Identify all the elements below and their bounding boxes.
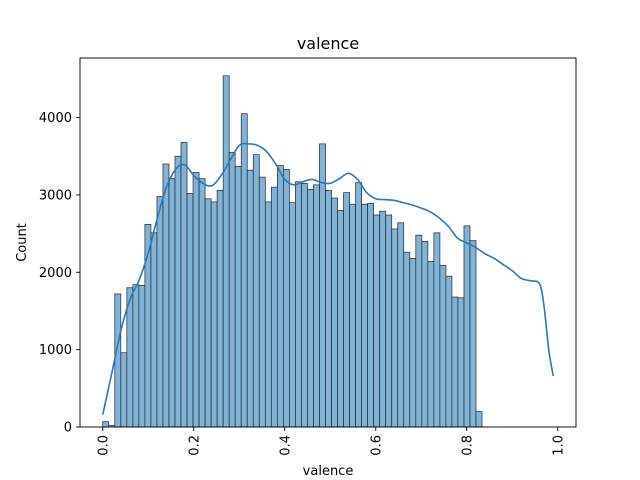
histogram-bar: [337, 210, 344, 428]
histogram-bar: [301, 182, 308, 428]
histogram-bar: [439, 264, 447, 428]
chart-title: valence: [297, 34, 359, 53]
histogram-bar: [246, 169, 254, 428]
histogram-bar: [451, 296, 459, 428]
histogram-bar: [114, 293, 122, 428]
histogram-bar: [162, 163, 170, 428]
x-tick-label: 0.8: [460, 435, 475, 456]
x-tick-label: 0.6: [369, 435, 384, 456]
plot-frame: [79, 57, 577, 428]
histogram-bar: [397, 222, 405, 428]
x-tick-label: 0.2: [187, 435, 202, 456]
y-axis: 0 1000 2000 3000 4000: [39, 111, 80, 436]
x-axis-label: valence: [303, 464, 354, 479]
histogram-bar: [457, 297, 465, 428]
histogram-bars: [102, 75, 483, 428]
histogram-bar: [475, 411, 483, 428]
histogram-bar: [222, 75, 230, 428]
histogram-bar: [180, 141, 188, 428]
histogram-bar: [361, 203, 368, 428]
x-axis: 0.0 0.2 0.4 0.6 0.8 1.0: [96, 427, 566, 456]
y-tick-label: 1000: [39, 343, 72, 358]
x-tick-label: 0.0: [96, 435, 111, 456]
histogram-bar: [469, 240, 477, 428]
histogram-bar: [258, 176, 266, 428]
y-tick-label: 0: [64, 421, 72, 436]
histogram-bar: [210, 201, 218, 428]
y-tick-label: 3000: [39, 188, 72, 203]
histogram-bar: [409, 258, 417, 428]
histogram-bar: [433, 232, 441, 428]
x-tick-label: 0.4: [278, 435, 293, 456]
y-axis-label: Count: [15, 223, 30, 262]
histogram-bar: [204, 198, 212, 428]
histogram-bar: [349, 203, 356, 428]
x-tick-label: 1.0: [551, 435, 566, 456]
histogram-bar: [198, 178, 206, 428]
histogram-bar: [276, 165, 284, 428]
kde-curve: [101, 142, 555, 415]
histogram-bar: [138, 285, 146, 428]
histogram-bar: [240, 113, 248, 428]
histogram-bar: [319, 143, 326, 428]
histogram-bar: [391, 228, 399, 428]
histogram-bar: [192, 172, 200, 428]
histogram-bar: [313, 184, 320, 428]
histogram-bar: [367, 203, 375, 428]
histogram-bar: [168, 178, 176, 428]
y-tick-label: 2000: [39, 266, 72, 281]
histogram-bar: [325, 189, 332, 428]
histogram-bar: [216, 189, 224, 428]
histogram-bar: [355, 182, 362, 428]
histogram-bar: [156, 196, 164, 428]
histogram-bar: [150, 232, 158, 428]
histogram-bar: [463, 225, 471, 428]
histogram-bar: [427, 261, 435, 428]
histogram-bar: [385, 214, 393, 428]
histogram-bar: [252, 154, 260, 428]
histogram-bar: [120, 352, 128, 428]
histogram-bar: [264, 201, 272, 428]
histogram-bar: [331, 197, 338, 428]
histogram-bar: [403, 251, 411, 428]
histogram-bar: [445, 275, 453, 428]
histogram-bar: [379, 210, 387, 428]
histogram-bar: [270, 186, 278, 428]
histogram-bar: [421, 240, 429, 428]
histogram-bar: [307, 189, 314, 428]
histogram-bar: [234, 165, 242, 428]
histogram-bar: [373, 214, 381, 428]
y-tick-label: 4000: [39, 111, 72, 126]
histogram-bar: [174, 155, 182, 428]
histogram-bar: [186, 193, 194, 428]
histogram-bar: [343, 192, 350, 428]
histogram-bar: [295, 181, 302, 428]
histogram-bar: [102, 421, 110, 428]
histogram-bar: [228, 152, 236, 428]
histogram-bar: [283, 169, 290, 428]
histogram-bar: [415, 234, 423, 428]
histogram-bar: [132, 284, 140, 428]
histogram-bar: [289, 202, 296, 428]
